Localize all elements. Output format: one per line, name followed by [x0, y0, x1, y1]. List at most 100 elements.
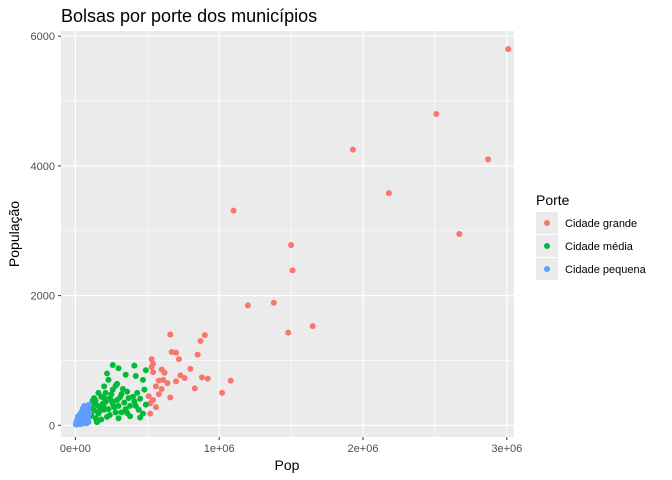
point-cidade-media	[104, 370, 111, 377]
y-axis-title: População	[6, 201, 22, 267]
point-cidade-grande	[147, 410, 154, 417]
point-cidade-grande	[152, 383, 159, 390]
legend-title: Porte	[536, 192, 570, 208]
legend: Porte Cidade grande Cidade média Cidade pe…	[536, 192, 647, 283]
point-cidade-grande	[230, 207, 237, 214]
point-cidade-grande	[197, 338, 204, 345]
point-cidade-media	[132, 402, 139, 409]
point-cidade-grande	[270, 299, 277, 306]
point-cidade-grande	[349, 146, 356, 153]
point-cidade-media	[118, 409, 125, 416]
point-cidade-grande	[191, 385, 198, 392]
point-cidade-media	[115, 365, 122, 372]
point-cidade-media	[119, 386, 126, 393]
point-cidade-media	[101, 395, 108, 402]
point-cidade-grande	[160, 376, 167, 383]
point-cidade-media	[137, 395, 144, 402]
point-cidade-media	[104, 413, 111, 420]
point-cidade-media	[105, 406, 112, 413]
point-cidade-grande	[198, 374, 205, 381]
point-cidade-media	[122, 371, 129, 378]
point-cidade-grande	[285, 329, 292, 336]
point-cidade-pequena	[78, 414, 85, 421]
point-cidade-media	[137, 414, 144, 421]
point-cidade-pequena	[84, 418, 91, 425]
point-cidade-grande	[219, 389, 226, 396]
x-tick-label: 3e+06	[491, 443, 522, 455]
point-cidade-grande	[148, 363, 155, 370]
point-cidade-media	[114, 397, 121, 404]
legend-label-cidade-pequena: Cidade pequena	[565, 264, 647, 276]
x-tick-label: 2e+06	[348, 443, 379, 455]
point-cidade-grande	[227, 377, 234, 384]
point-cidade-pequena	[82, 410, 89, 417]
point-cidade-grande	[187, 365, 194, 372]
point-cidade-media	[106, 395, 113, 402]
point-cidade-media	[142, 401, 149, 408]
point-cidade-media	[109, 386, 116, 393]
y-tick-label: 0	[49, 420, 55, 432]
point-cidade-grande	[164, 380, 171, 387]
x-tick-label: 1e+06	[204, 443, 235, 455]
point-cidade-grande	[181, 374, 188, 381]
data-points	[72, 46, 512, 428]
point-cidade-grande	[150, 369, 157, 376]
point-cidade-media	[100, 403, 107, 410]
point-cidade-media	[115, 415, 122, 422]
point-cidade-grande	[173, 378, 180, 385]
point-cidade-media	[141, 386, 148, 393]
point-cidade-media	[118, 391, 125, 398]
point-cidade-media	[92, 397, 99, 404]
point-cidade-grande	[194, 351, 201, 358]
point-cidade-media	[124, 410, 131, 417]
point-cidade-grande	[505, 46, 512, 53]
point-cidade-media	[109, 362, 116, 369]
point-cidade-grande	[175, 356, 182, 363]
point-cidade-media	[114, 380, 121, 387]
grid-major	[61, 31, 514, 437]
x-axis: 0e+00 1e+06 2e+06 3e+06	[60, 437, 522, 455]
point-cidade-grande	[158, 386, 165, 393]
point-cidade-media	[125, 395, 132, 402]
x-axis-title: Pop	[275, 457, 300, 473]
point-cidade-grande	[289, 267, 296, 274]
point-cidade-pequena	[81, 402, 88, 409]
point-cidade-media	[96, 408, 103, 415]
point-cidade-grande	[145, 393, 152, 400]
point-cidade-grande	[485, 156, 492, 163]
point-cidade-media	[91, 407, 98, 414]
point-cidade-media	[102, 389, 109, 396]
point-cidade-grande	[167, 331, 174, 338]
point-cidade-media	[112, 409, 119, 416]
point-cidade-grande	[177, 372, 184, 379]
y-tick-label: 4000	[31, 161, 55, 173]
point-cidade-grande	[155, 391, 162, 398]
point-cidade-media	[105, 376, 112, 383]
point-cidade-grande	[456, 231, 463, 237]
point-cidade-grande	[433, 111, 440, 118]
plot-panel	[61, 31, 514, 437]
point-cidade-grande	[309, 323, 316, 330]
point-cidade-grande	[173, 349, 180, 356]
point-cidade-grande	[288, 242, 295, 249]
point-cidade-media	[93, 419, 100, 426]
point-cidade-grande	[167, 394, 174, 401]
legend-swatch-cidade-pequena	[544, 266, 550, 272]
legend-swatch-cidade-media	[544, 243, 550, 249]
point-cidade-media	[124, 388, 131, 395]
point-cidade-grande	[201, 332, 208, 339]
y-tick-label: 2000	[31, 291, 55, 303]
legend-swatch-cidade-grande	[544, 220, 550, 226]
point-cidade-grande	[152, 404, 159, 411]
point-cidade-media	[139, 376, 146, 383]
legend-label-cidade-grande: Cidade grande	[565, 218, 637, 230]
point-cidade-media	[132, 373, 139, 380]
point-cidade-media	[134, 389, 141, 396]
point-cidade-media	[98, 416, 105, 423]
point-cidade-grande	[161, 369, 168, 376]
point-cidade-media	[101, 383, 108, 390]
x-tick-label: 0e+00	[60, 443, 91, 455]
point-cidade-media	[115, 402, 122, 409]
chart-title: Bolsas por porte dos municípios	[61, 6, 317, 26]
